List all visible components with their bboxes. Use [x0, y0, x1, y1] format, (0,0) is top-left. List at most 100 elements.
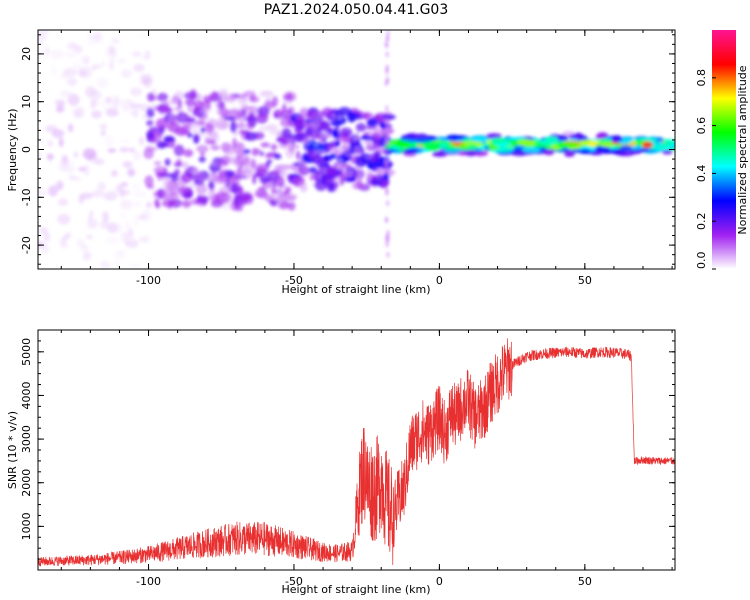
- colorbar-ticks: 0.0 0.2 0.4 0.6 0.8: [695, 69, 716, 270]
- heatmap-cell: [386, 30, 390, 37]
- heatmap-cell: [309, 109, 316, 121]
- heatmap-cell: [276, 109, 285, 116]
- heatmap-cell: [164, 158, 171, 166]
- heatmap-cell: [543, 149, 555, 156]
- heatmap-cell: [337, 114, 342, 120]
- heatmap-cell: [339, 127, 353, 137]
- heatmap-cell: [41, 243, 50, 254]
- heatmap-cell: [146, 119, 154, 126]
- heatmap-cell: [122, 161, 133, 168]
- heatmap-cell: [78, 195, 85, 204]
- heatmap-cell: [133, 63, 145, 72]
- y-tick-label: 3000: [20, 425, 33, 453]
- y-tick-label: 4000: [20, 381, 33, 409]
- heatmap-cell: [155, 118, 169, 130]
- heatmap-cell: [189, 89, 197, 100]
- heatmap-cell: [383, 132, 387, 139]
- heatmap-cell: [289, 143, 300, 150]
- heatmap-cell: [90, 102, 97, 109]
- heatmap-cell: [121, 182, 128, 187]
- heatmap-cell: [146, 107, 155, 118]
- heatmap-cell: [255, 163, 269, 174]
- heatmap-cell: [132, 51, 142, 57]
- heatmap-cell: [372, 138, 384, 148]
- heatmap-cell: [125, 238, 139, 249]
- heatmap-cell: [163, 135, 175, 143]
- spectrogram-y-ticks: -20 -10 0 10 20: [20, 34, 675, 265]
- x-tick-label: -50: [285, 274, 303, 287]
- heatmap-cell: [170, 172, 179, 182]
- snr-x-axis-label: Height of straight line (km): [281, 583, 430, 596]
- y-tick-label: -20: [20, 236, 33, 254]
- heatmap-cell: [244, 131, 258, 141]
- heatmap-cell: [223, 116, 236, 121]
- heatmap-cell: [82, 148, 97, 160]
- figure-title: PAZ1.2024.050.04.41.G03: [264, 2, 449, 18]
- heatmap-cell: [162, 188, 175, 200]
- heatmap-cell: [207, 189, 216, 201]
- heatmap-cell: [210, 144, 220, 151]
- heatmap-cell: [38, 47, 46, 53]
- heatmap-cell: [466, 144, 478, 150]
- heatmap-cell: [57, 213, 71, 225]
- heatmap-cell: [224, 170, 235, 178]
- heatmap-cell: [444, 145, 459, 150]
- heatmap-cell: [208, 179, 214, 190]
- heatmap-cell: [387, 169, 391, 176]
- heatmap-cell: [538, 139, 559, 146]
- heatmap-cell: [101, 60, 106, 67]
- heatmap-cell: [111, 170, 118, 177]
- heatmap-cell: [94, 101, 108, 106]
- heatmap-cell: [248, 95, 260, 103]
- heatmap-cell: [386, 229, 390, 236]
- heatmap-cell: [332, 130, 340, 140]
- heatmap-cell: [394, 140, 410, 148]
- heatmap-cell: [156, 103, 170, 114]
- heatmap-cell: [386, 124, 390, 131]
- heatmap-cell: [133, 215, 140, 227]
- colorbar-tick-label: 0.6: [695, 117, 708, 135]
- spectrogram-x-ticks: -100 -50 0 50: [60, 30, 673, 287]
- heatmap-cell: [83, 164, 90, 177]
- heatmap-cell: [66, 77, 78, 87]
- heatmap-cell: [215, 158, 225, 168]
- heatmap-cell: [233, 203, 241, 210]
- y-tick-label: -10: [20, 188, 33, 206]
- heatmap-cell: [295, 150, 301, 160]
- x-tick-label: 50: [578, 575, 592, 588]
- heatmap-cell: [595, 134, 607, 140]
- heatmap-cell: [270, 143, 278, 151]
- heatmap-cell: [367, 118, 378, 127]
- heatmap-cell: [281, 136, 287, 146]
- x-tick-label: 0: [436, 274, 443, 287]
- heatmap-cell: [377, 120, 385, 126]
- heatmap-cell: [372, 166, 378, 172]
- heatmap-cell: [271, 186, 276, 195]
- heatmap-cell: [139, 136, 144, 145]
- heatmap-cell: [51, 65, 56, 76]
- heatmap-cell: [243, 90, 256, 98]
- heatmap-cell: [193, 134, 200, 144]
- heatmap-cell: [207, 171, 220, 178]
- heatmap-cell: [127, 168, 136, 177]
- heatmap-cell: [48, 153, 53, 162]
- heatmap-cell: [153, 160, 162, 166]
- heatmap-cell: [89, 94, 97, 103]
- heatmap-cell: [250, 158, 257, 169]
- heatmap-cell: [385, 161, 389, 167]
- heatmap-cell: [207, 139, 217, 145]
- heatmap-cell: [280, 117, 294, 127]
- heatmap-cell: [203, 109, 208, 120]
- snr-y-axis-label: SNR (10 * v/v): [6, 411, 19, 489]
- heatmap-cell: [385, 148, 389, 155]
- heatmap-cell: [490, 139, 501, 144]
- heatmap-cell: [662, 149, 673, 155]
- heatmap-cell: [413, 137, 432, 143]
- heatmap-cell: [232, 158, 245, 168]
- spectrogram-cells: [38, 30, 675, 269]
- heatmap-cell: [183, 149, 194, 158]
- heatmap-cell: [145, 83, 152, 90]
- heatmap-cell: [119, 139, 132, 144]
- heatmap-cell: [119, 147, 130, 153]
- heatmap-cell: [55, 180, 64, 191]
